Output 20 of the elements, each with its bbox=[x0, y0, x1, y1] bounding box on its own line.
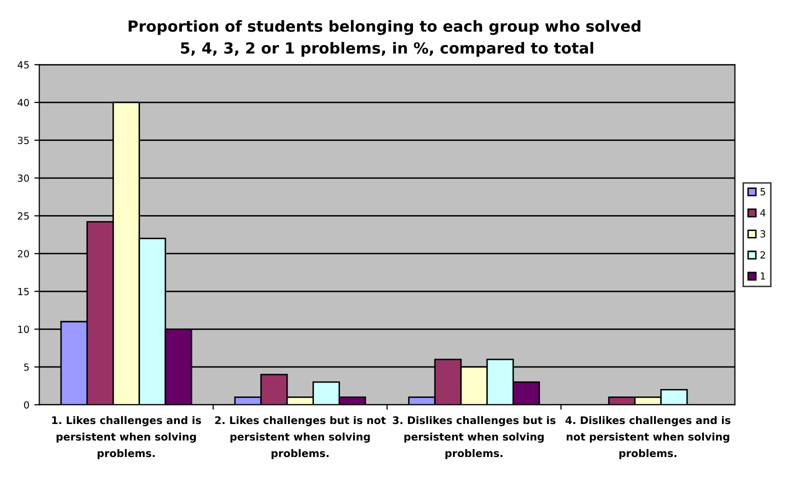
y-tick-label: 40 bbox=[18, 98, 29, 106]
x-tick-label: 2. Likes challenges but is not persistent when solving problems. bbox=[215, 416, 386, 460]
y-tick-label: 45 bbox=[18, 61, 29, 68]
y-tick-label: 25 bbox=[18, 212, 29, 220]
legend-label: 1 bbox=[760, 272, 766, 280]
y-tick-label: 20 bbox=[18, 250, 29, 258]
legend-label: 5 bbox=[760, 188, 766, 196]
chart-title: Proportion of students belonging to each group who solved 5, 4, 3, 2 or 1 problems, in %, compared to total bbox=[128, 20, 640, 57]
legend-label: 2 bbox=[760, 251, 765, 258]
x-tick-label: 1. Likes challenges and is persistent when solving problems. bbox=[52, 416, 201, 460]
y-tick-label: 15 bbox=[18, 288, 29, 296]
y-tick-label: 35 bbox=[18, 136, 29, 144]
y-tick-label: 10 bbox=[18, 326, 29, 334]
y-tick-label: 0 bbox=[24, 401, 29, 409]
y-tick-label: 30 bbox=[18, 174, 29, 182]
x-tick-label: 3. Dislikes challenges but is persistent when solving problems. bbox=[392, 416, 556, 460]
y-tick-label: 5 bbox=[24, 364, 29, 371]
x-tick-label: 4. Dislikes challenges and is not persistent when solving problems. bbox=[566, 416, 730, 460]
legend-label: 4 bbox=[760, 209, 766, 216]
legend-label: 3 bbox=[760, 230, 766, 238]
